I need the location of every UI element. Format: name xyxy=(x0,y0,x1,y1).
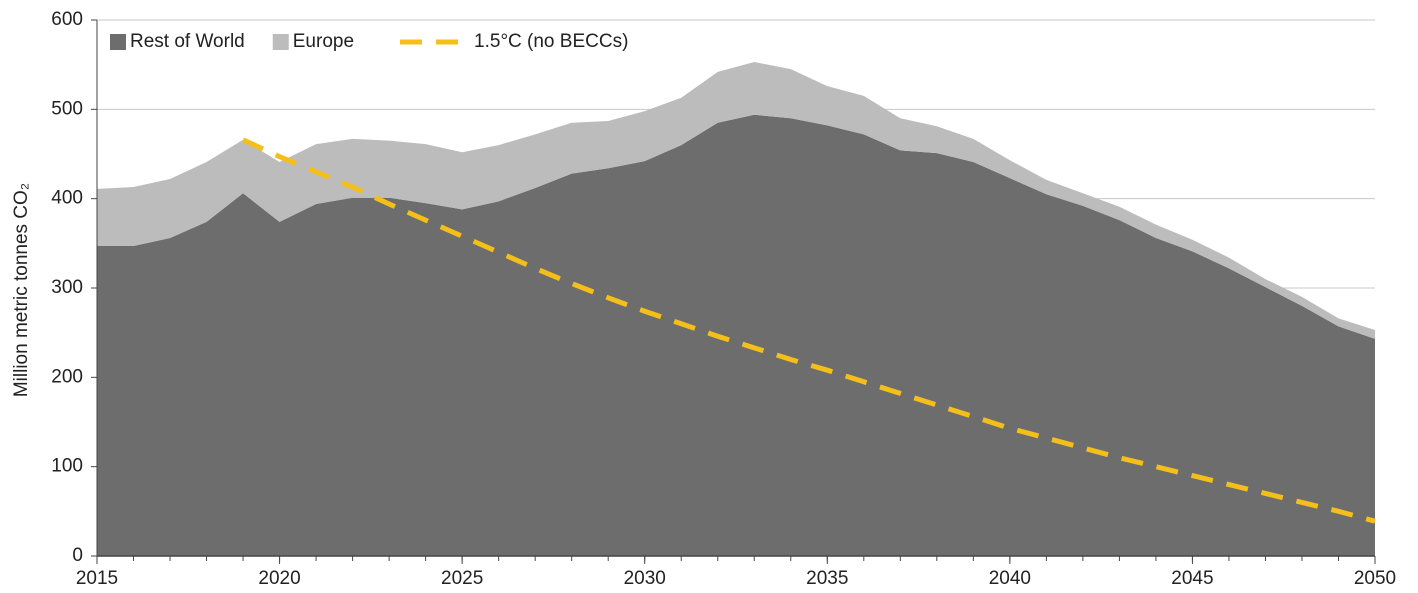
y-tick-label: 500 xyxy=(51,98,83,119)
y-tick-label: 400 xyxy=(51,188,83,209)
legend-label: Europe xyxy=(293,31,354,52)
x-tick-label: 2050 xyxy=(1354,568,1396,589)
legend-swatch xyxy=(272,34,289,50)
x-tick-label: 2045 xyxy=(1171,568,1213,589)
x-tick-label: 2015 xyxy=(76,568,118,589)
x-tick-label: 2040 xyxy=(989,568,1031,589)
y-axis-title: Million metric tonnes CO₂ xyxy=(11,183,32,397)
x-tick-label: 2030 xyxy=(624,568,666,589)
x-tick-label: 2035 xyxy=(806,568,848,589)
area xyxy=(97,114,1375,557)
legend-label: 1.5°C (no BECCs) xyxy=(474,31,628,52)
area xyxy=(97,61,1375,339)
y-tick-label: 0 xyxy=(72,545,83,566)
legend-swatch xyxy=(110,34,126,50)
y-tick-label: 200 xyxy=(51,366,83,387)
legend-label: Rest of World xyxy=(130,31,245,52)
y-tick-label: 300 xyxy=(51,277,83,298)
x-tick-label: 2025 xyxy=(441,568,483,589)
y-tick-label: 100 xyxy=(51,456,83,477)
x-tick-label: 2020 xyxy=(258,568,300,589)
y-tick-label: 600 xyxy=(51,9,83,30)
